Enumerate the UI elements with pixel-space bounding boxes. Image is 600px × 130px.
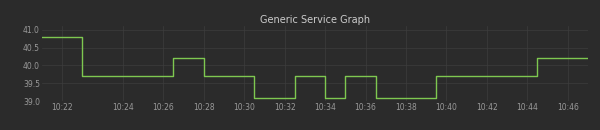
Title: Generic Service Graph: Generic Service Graph (260, 15, 370, 25)
